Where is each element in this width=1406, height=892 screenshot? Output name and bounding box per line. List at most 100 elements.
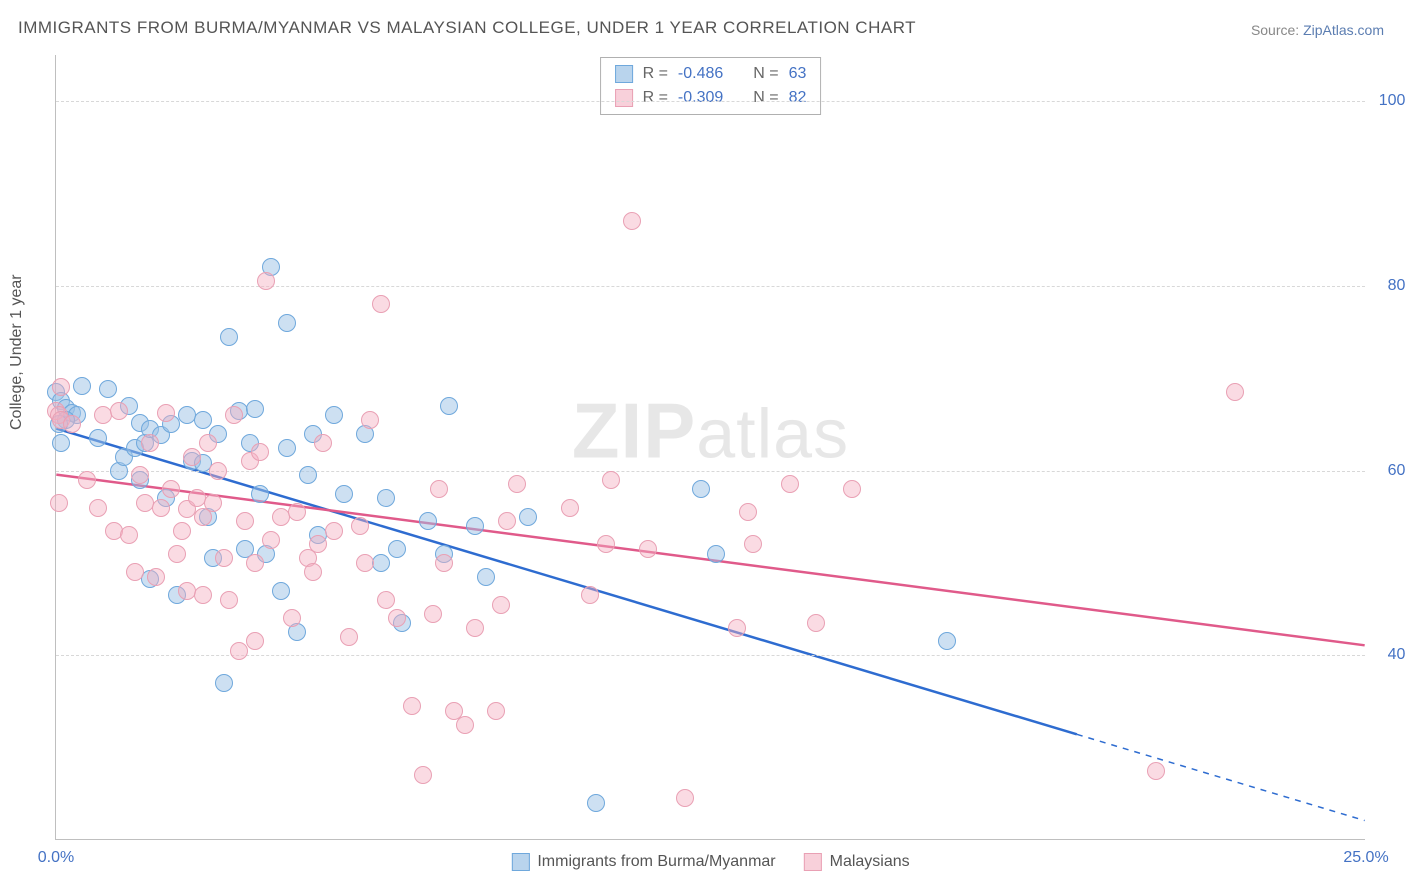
data-point-a <box>99 380 117 398</box>
gridline <box>56 471 1365 472</box>
data-point-b <box>361 411 379 429</box>
data-point-b <box>89 499 107 517</box>
data-point-b <box>414 766 432 784</box>
data-point-b <box>498 512 516 530</box>
data-point-b <box>676 789 694 807</box>
data-point-b <box>141 434 159 452</box>
gridline <box>56 655 1365 656</box>
data-point-b <box>403 697 421 715</box>
data-point-a <box>419 512 437 530</box>
data-point-a <box>220 328 238 346</box>
series-legend: Immigrants from Burma/Myanmar Malaysians <box>511 853 909 871</box>
data-point-b <box>377 591 395 609</box>
data-point-a <box>194 411 212 429</box>
legend-row: R = -0.486N = 63 <box>615 62 807 86</box>
data-point-a <box>215 674 233 692</box>
y-tick-label: 80.0% <box>1373 277 1406 295</box>
data-point-a <box>73 377 91 395</box>
data-point-a <box>335 485 353 503</box>
data-point-b <box>602 471 620 489</box>
data-point-a <box>52 434 70 452</box>
data-point-a <box>587 794 605 812</box>
trend-line-a-extrapolated <box>1077 734 1365 820</box>
data-point-a <box>938 632 956 650</box>
chart-title: IMMIGRANTS FROM BURMA/MYANMAR VS MALAYSI… <box>18 18 916 38</box>
data-point-a <box>246 400 264 418</box>
data-point-b <box>581 586 599 604</box>
data-point-b <box>561 499 579 517</box>
data-point-a <box>388 540 406 558</box>
data-point-b <box>456 716 474 734</box>
data-point-b <box>257 272 275 290</box>
data-point-a <box>466 517 484 535</box>
data-point-b <box>173 522 191 540</box>
data-point-b <box>744 535 762 553</box>
data-point-a <box>278 314 296 332</box>
data-point-b <box>78 471 96 489</box>
data-point-a <box>251 485 269 503</box>
legend-item: Immigrants from Burma/Myanmar <box>511 853 775 871</box>
data-point-b <box>739 503 757 521</box>
data-point-b <box>807 614 825 632</box>
source-label: Source: <box>1251 22 1303 38</box>
legend-r-label: R = <box>643 86 668 110</box>
data-point-b <box>168 545 186 563</box>
data-point-b <box>314 434 332 452</box>
data-point-b <box>183 448 201 466</box>
data-point-b <box>220 591 238 609</box>
legend-label: Immigrants from Burma/Myanmar <box>537 853 775 871</box>
x-tick-label: 0.0% <box>38 849 74 867</box>
y-tick-label: 40.0% <box>1373 646 1406 664</box>
data-point-b <box>236 512 254 530</box>
legend-r-label: R = <box>643 62 668 86</box>
data-point-b <box>162 480 180 498</box>
legend-n-label: N = <box>753 86 778 110</box>
gridline <box>56 286 1365 287</box>
correlation-legend: R = -0.486N = 63R = -0.309 N = 82 <box>600 57 822 115</box>
legend-n-label: N = <box>753 62 778 86</box>
legend-n-value: 82 <box>789 86 807 110</box>
data-point-b <box>246 632 264 650</box>
legend-item: Malaysians <box>804 853 910 871</box>
data-point-a <box>477 568 495 586</box>
data-point-a <box>519 508 537 526</box>
data-point-b <box>388 609 406 627</box>
data-point-b <box>283 609 301 627</box>
legend-swatch <box>615 65 633 83</box>
data-point-b <box>157 404 175 422</box>
data-point-b <box>52 378 70 396</box>
data-point-a <box>372 554 390 572</box>
data-point-b <box>728 619 746 637</box>
source-credit: Source: ZipAtlas.com <box>1251 22 1384 38</box>
data-point-b <box>251 443 269 461</box>
data-point-b <box>215 549 233 567</box>
data-point-b <box>639 540 657 558</box>
legend-r-value: -0.309 <box>678 86 723 110</box>
data-point-b <box>340 628 358 646</box>
gridline <box>56 101 1365 102</box>
data-point-b <box>50 494 68 512</box>
legend-n-value: 63 <box>789 62 807 86</box>
y-tick-label: 100.0% <box>1373 92 1406 110</box>
data-point-b <box>246 554 264 572</box>
data-point-b <box>325 522 343 540</box>
data-point-b <box>262 531 280 549</box>
data-point-b <box>351 517 369 535</box>
legend-swatch <box>804 853 822 871</box>
data-point-a <box>299 466 317 484</box>
legend-label: Malaysians <box>830 853 910 871</box>
data-point-b <box>126 563 144 581</box>
data-point-b <box>147 568 165 586</box>
data-point-b <box>304 563 322 581</box>
data-point-b <box>781 475 799 493</box>
data-point-b <box>63 415 81 433</box>
data-point-b <box>152 499 170 517</box>
data-point-b <box>508 475 526 493</box>
data-point-b <box>204 494 222 512</box>
watermark: ZIPatlas <box>572 386 849 477</box>
y-axis-label: College, Under 1 year <box>8 274 26 430</box>
data-point-b <box>120 526 138 544</box>
data-point-a <box>278 439 296 457</box>
source-value: ZipAtlas.com <box>1303 22 1384 38</box>
data-point-b <box>131 466 149 484</box>
